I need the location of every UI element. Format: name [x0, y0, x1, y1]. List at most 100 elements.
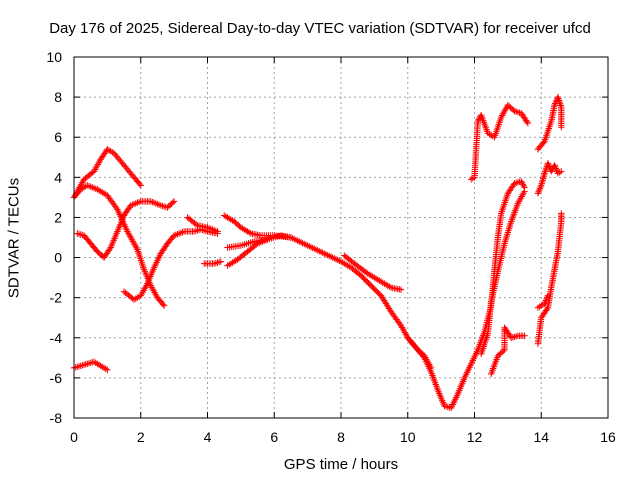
- x-tick-label: 10: [400, 429, 416, 445]
- x-tick-label: 6: [270, 429, 278, 445]
- plot-frame: [73, 56, 609, 419]
- y-tick-label: 8: [54, 89, 62, 105]
- data-point: [524, 119, 532, 127]
- data-point: [378, 294, 386, 301]
- data-point: [544, 160, 552, 167]
- data-point: [75, 230, 83, 238]
- data-point: [521, 332, 528, 339]
- data-point: [544, 294, 551, 301]
- data-point: [192, 227, 200, 235]
- y-tick-label: 0: [54, 250, 62, 266]
- series-track-8: [220, 178, 528, 412]
- series-track-10: [224, 236, 271, 251]
- data-point: [544, 292, 552, 299]
- data-point: [427, 364, 435, 372]
- data-point: [534, 190, 542, 197]
- series-track-16: [534, 210, 565, 347]
- data-point: [212, 259, 220, 267]
- data-point: [383, 302, 391, 309]
- series-track-12: [404, 334, 435, 372]
- data-point: [513, 333, 520, 340]
- data-point: [397, 286, 405, 293]
- data-point: [543, 295, 550, 303]
- data-point: [80, 361, 88, 369]
- data-point: [558, 168, 565, 175]
- data-point: [75, 363, 83, 370]
- data-point: [214, 228, 221, 235]
- y-tick-label: 6: [54, 129, 62, 145]
- series-track-17: [534, 93, 565, 153]
- series-track-11: [341, 252, 405, 293]
- data-point: [552, 165, 560, 172]
- data-point: [190, 228, 198, 235]
- data-point: [558, 123, 565, 131]
- data-point: [74, 363, 81, 371]
- data-point: [84, 360, 91, 368]
- series-track-7: [200, 258, 225, 267]
- data-point: [104, 366, 111, 374]
- x-tick-label: 8: [337, 429, 345, 445]
- y-tick-label: 2: [54, 209, 62, 225]
- chart-title: Day 176 of 2025, Sidereal Day-to-day VTE…: [49, 20, 591, 37]
- data-point: [558, 210, 565, 217]
- data-point: [377, 292, 385, 299]
- data-point: [160, 302, 168, 309]
- y-tick-label: 4: [54, 169, 62, 185]
- x-tick-label: 14: [533, 429, 549, 445]
- data-point: [537, 183, 544, 191]
- y-tick-label: -2: [50, 290, 63, 306]
- data-point: [210, 260, 218, 267]
- data-point: [523, 118, 531, 125]
- data-point: [542, 298, 549, 306]
- grid-lines: [74, 57, 608, 418]
- data-point: [552, 163, 559, 171]
- data-point: [520, 182, 527, 190]
- data-point: [551, 162, 558, 169]
- series-track-18: [534, 160, 565, 197]
- data-point: [137, 182, 144, 189]
- data-point: [287, 234, 295, 241]
- series-track-13: [467, 101, 532, 183]
- data-point: [382, 300, 390, 307]
- data-point: [513, 108, 520, 115]
- data-point: [384, 303, 392, 311]
- data-point: [113, 204, 120, 212]
- series-track-1: [70, 146, 144, 201]
- data-point: [542, 297, 550, 304]
- y-tick-label: 10: [46, 49, 62, 65]
- x-tick-label: 12: [467, 429, 483, 445]
- data-point: [500, 347, 507, 355]
- data-point: [77, 362, 84, 370]
- data-point: [136, 180, 143, 188]
- data-point: [557, 102, 564, 109]
- data-points: [70, 93, 565, 412]
- data-point: [217, 258, 225, 265]
- data-point: [82, 361, 89, 368]
- series-track-4: [120, 226, 221, 303]
- data-point: [192, 221, 200, 228]
- data-point: [541, 300, 548, 307]
- series-track-3: [74, 198, 178, 261]
- x-tick-label: 0: [70, 429, 78, 445]
- data-point: [72, 364, 79, 371]
- data-point: [536, 185, 544, 192]
- data-point: [380, 297, 388, 304]
- data-point: [541, 170, 548, 177]
- data-point: [79, 362, 86, 369]
- data-point: [159, 301, 167, 308]
- data-point: [521, 188, 528, 195]
- data-point: [85, 360, 93, 367]
- data-point: [535, 188, 542, 195]
- x-tick-label: 4: [204, 429, 212, 445]
- series-track-14: [487, 324, 528, 378]
- y-tick-label: -8: [50, 410, 63, 426]
- x-tick-label: 16: [600, 429, 616, 445]
- y-tick-label: -6: [50, 370, 63, 386]
- data-point: [396, 320, 404, 328]
- axis-ticks: 0 2 4 6 8 10 12 14 16 -8 -6 -4 -2 0 2 4 6 8 10: [46, 49, 616, 445]
- data-point: [543, 305, 551, 313]
- data-point: [551, 101, 558, 109]
- data-point: [89, 359, 96, 366]
- data-point: [169, 199, 176, 206]
